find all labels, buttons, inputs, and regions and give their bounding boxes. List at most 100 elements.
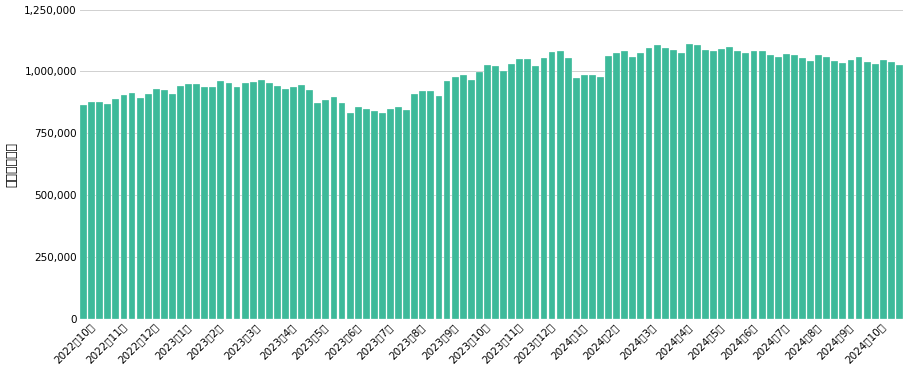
Bar xyxy=(864,62,871,319)
Bar xyxy=(541,58,547,319)
Bar xyxy=(145,94,152,319)
Bar xyxy=(234,87,241,319)
Bar xyxy=(290,86,297,319)
Bar xyxy=(516,59,524,319)
Bar xyxy=(460,75,466,319)
Bar xyxy=(783,53,790,319)
Bar xyxy=(435,96,443,319)
Bar xyxy=(209,87,216,319)
Bar xyxy=(468,80,474,319)
Bar xyxy=(815,55,822,319)
Bar xyxy=(298,85,305,319)
Bar xyxy=(128,93,135,319)
Bar xyxy=(847,60,854,319)
Bar xyxy=(96,102,103,319)
Bar xyxy=(161,90,168,319)
Bar xyxy=(880,60,886,319)
Bar xyxy=(153,89,160,319)
Bar xyxy=(597,76,604,319)
Bar xyxy=(508,64,515,319)
Bar xyxy=(242,83,248,319)
Bar xyxy=(339,103,345,319)
Bar xyxy=(258,80,265,319)
Bar xyxy=(379,113,385,319)
Bar xyxy=(718,49,725,319)
Bar xyxy=(363,109,370,319)
Bar xyxy=(201,87,208,319)
Bar xyxy=(751,51,757,319)
Bar xyxy=(629,57,636,319)
Bar xyxy=(824,58,830,319)
Bar xyxy=(323,100,329,319)
Bar xyxy=(282,89,289,319)
Bar xyxy=(315,103,321,319)
Bar xyxy=(556,52,564,319)
Bar xyxy=(637,53,644,319)
Bar xyxy=(896,65,903,319)
Bar xyxy=(419,91,426,319)
Bar xyxy=(888,62,894,319)
Bar xyxy=(654,45,661,319)
Bar xyxy=(500,70,507,319)
Bar xyxy=(105,104,111,319)
Bar xyxy=(427,91,435,319)
Bar xyxy=(726,47,734,319)
Bar xyxy=(80,105,87,319)
Bar xyxy=(524,59,531,319)
Bar xyxy=(614,53,620,319)
Bar xyxy=(573,78,580,319)
Bar xyxy=(411,94,418,319)
Bar xyxy=(533,66,539,319)
Bar xyxy=(217,81,225,319)
Bar xyxy=(807,61,814,319)
Bar xyxy=(734,50,741,319)
Bar xyxy=(581,75,588,319)
Bar xyxy=(387,109,394,319)
Bar xyxy=(444,81,451,319)
Bar xyxy=(702,50,709,319)
Bar xyxy=(121,95,127,319)
Bar xyxy=(694,45,701,319)
Bar xyxy=(492,66,499,319)
Bar xyxy=(266,83,273,319)
Bar xyxy=(549,52,555,319)
Bar xyxy=(225,82,233,319)
Bar xyxy=(645,48,653,319)
Bar xyxy=(622,52,628,319)
Bar xyxy=(839,63,846,319)
Bar xyxy=(774,58,782,319)
Bar xyxy=(662,48,669,319)
Bar xyxy=(306,90,314,319)
Bar xyxy=(799,58,806,319)
Bar xyxy=(185,85,192,319)
Bar xyxy=(855,58,863,319)
Bar xyxy=(452,77,458,319)
Bar xyxy=(395,107,402,319)
Bar xyxy=(404,110,410,319)
Bar xyxy=(177,86,184,319)
Bar xyxy=(710,51,717,319)
Bar xyxy=(88,102,95,319)
Bar xyxy=(346,112,354,319)
Bar xyxy=(686,44,693,319)
Bar xyxy=(589,75,596,319)
Bar xyxy=(136,98,144,319)
Bar xyxy=(791,55,798,319)
Bar xyxy=(759,51,765,319)
Bar xyxy=(678,53,684,319)
Bar xyxy=(331,97,337,319)
Bar xyxy=(743,53,749,319)
Bar xyxy=(371,111,378,319)
Bar xyxy=(476,72,483,319)
Bar xyxy=(832,62,838,319)
Bar xyxy=(355,107,362,319)
Bar xyxy=(872,65,879,319)
Bar xyxy=(194,84,200,319)
Bar xyxy=(766,55,774,319)
Bar xyxy=(169,94,175,319)
Bar xyxy=(670,50,676,319)
Bar xyxy=(564,58,572,319)
Bar xyxy=(605,56,612,319)
Bar xyxy=(250,82,256,319)
Bar xyxy=(274,86,281,319)
